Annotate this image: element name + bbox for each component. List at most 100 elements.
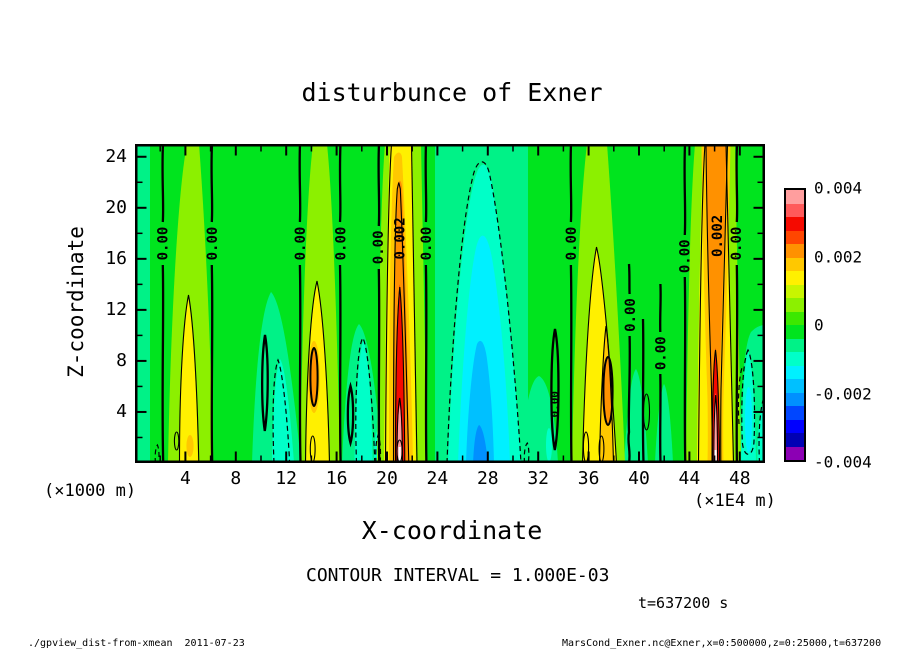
colorbar-band bbox=[786, 257, 804, 271]
contour-label: 0.00 bbox=[548, 391, 561, 418]
contour-graphic bbox=[298, 143, 302, 464]
contour-graphic bbox=[569, 143, 573, 464]
x-axis-title: X-coordinate bbox=[361, 516, 543, 545]
contour-graphic bbox=[398, 447, 401, 463]
contour-graphic bbox=[397, 405, 403, 463]
field-fills bbox=[135, 144, 765, 463]
colorbar-bands bbox=[784, 188, 806, 462]
x-tick-label: 44 bbox=[678, 468, 701, 489]
colorbar-band bbox=[786, 271, 804, 285]
contour-graphic bbox=[523, 441, 530, 464]
contour-graphic bbox=[354, 341, 373, 463]
contour-graphic bbox=[309, 347, 319, 407]
contour-graphic bbox=[627, 263, 631, 464]
x-tick-label: 16 bbox=[325, 468, 348, 489]
contour-graphic bbox=[713, 394, 719, 464]
colorbar-band bbox=[786, 338, 804, 352]
x-tick-label: 36 bbox=[577, 468, 600, 489]
command-footer: ./gpview_dist-from-xmean 2011-07-23 bbox=[28, 638, 245, 649]
plot-area: 0.00 0.00 0.00 0.00 0.00 0.002 0.00 0.00 0.00 0.0… bbox=[135, 143, 766, 464]
contour-graphic bbox=[720, 143, 729, 464]
page-title: disturbunce of Exner bbox=[301, 78, 603, 107]
contour-line-labels: 0.00 0.00 0.00 0.00 0.00 0.002 0.00 0.00 0.00 0.0… bbox=[156, 215, 745, 418]
contour-label: 0.00 bbox=[419, 227, 435, 261]
contour-graphic bbox=[396, 397, 404, 464]
y-axis-unit: (×1000 m) bbox=[44, 481, 137, 501]
contour-graphic bbox=[178, 294, 200, 464]
contour-graphic bbox=[598, 325, 615, 464]
contour-graphic bbox=[706, 144, 727, 463]
contour-graphic bbox=[446, 161, 522, 464]
contour-graphic bbox=[173, 431, 180, 451]
contour-graphic bbox=[375, 433, 382, 464]
colorbar-band bbox=[786, 325, 804, 339]
contour-label: 0.00 bbox=[293, 227, 309, 261]
colorbar-band bbox=[786, 230, 804, 244]
x-tick-label: 8 bbox=[230, 468, 242, 489]
contour-label: 0.002 bbox=[393, 217, 409, 259]
contour-graphic bbox=[410, 143, 418, 464]
contour-graphic bbox=[346, 381, 355, 448]
colorbar-band bbox=[786, 379, 804, 393]
contour-graphic bbox=[697, 143, 706, 464]
contour-graphic bbox=[261, 334, 269, 432]
contour-label: 0.00 bbox=[623, 298, 639, 332]
contour-interval-note: CONTOUR INTERVAL = 1.000E-03 bbox=[306, 565, 610, 586]
x-tick-label: 48 bbox=[728, 468, 751, 489]
colorbar-band bbox=[786, 203, 804, 217]
contour-graphic bbox=[466, 340, 494, 463]
x-tick-label: 12 bbox=[275, 468, 298, 489]
thick-contour-lines bbox=[161, 143, 739, 464]
datasource-footer: MarsCond_Exner.nc@Exner,x=0:500000,z=0:2… bbox=[562, 638, 882, 649]
contour-label: 0.00 bbox=[333, 227, 349, 261]
contour-label: 0.00 bbox=[156, 227, 172, 261]
axis-ticks bbox=[137, 146, 763, 461]
contour-graphic bbox=[725, 143, 735, 464]
contour-graphic bbox=[546, 428, 552, 462]
y-tick-label: 24 bbox=[105, 145, 127, 167]
y-tick-label: 12 bbox=[105, 298, 127, 320]
contour-label: 0.00 bbox=[653, 336, 669, 370]
contour-graphic bbox=[735, 143, 739, 464]
contour-graphic bbox=[550, 328, 560, 451]
colorbar-band bbox=[786, 406, 804, 420]
colorbar-band bbox=[786, 352, 804, 366]
contour-label: 0.00 bbox=[729, 227, 745, 261]
colorbar-band bbox=[786, 392, 804, 406]
colorbar-tick-label: -0.002 bbox=[814, 384, 872, 403]
x-tick-label: 20 bbox=[376, 468, 398, 489]
contour-graphic bbox=[711, 349, 721, 464]
colorbar-band bbox=[786, 311, 804, 325]
contour-graphic bbox=[424, 143, 428, 464]
contour-graphic bbox=[272, 358, 291, 464]
mint-left-edge bbox=[135, 144, 150, 463]
colorbar-band bbox=[786, 365, 804, 379]
colorbar-band bbox=[786, 284, 804, 298]
y-tick-label: 8 bbox=[116, 349, 127, 371]
colorbar-tick-label: 0.004 bbox=[814, 178, 863, 198]
colorbar-band bbox=[786, 244, 804, 258]
plot-frame bbox=[135, 144, 765, 463]
contour-plot-canvas: 0.00 0.00 0.00 0.00 0.00 0.002 0.00 0.00 0.00 0.0… bbox=[135, 143, 766, 464]
contour-graphic bbox=[384, 143, 393, 464]
contour-graphic bbox=[186, 435, 194, 457]
x-tick-label: 24 bbox=[426, 468, 449, 489]
contour-graphic bbox=[392, 182, 410, 464]
colorbar-tick-label: 0.002 bbox=[814, 247, 863, 266]
y-tick-label: 4 bbox=[116, 400, 127, 422]
contour-label: 0.00 bbox=[677, 239, 693, 273]
contour-graphic bbox=[714, 450, 717, 463]
contour-graphic bbox=[473, 425, 488, 463]
contour-graphic bbox=[161, 143, 165, 464]
contour-graphic bbox=[154, 443, 160, 464]
colorbar-band bbox=[786, 217, 804, 231]
thin-contour-lines bbox=[173, 143, 735, 464]
contour-graphic bbox=[210, 143, 214, 464]
contour-graphic bbox=[338, 143, 342, 464]
contour-graphic bbox=[744, 387, 753, 453]
contour-graphic bbox=[168, 144, 213, 463]
colorbar-tick-label: 0 bbox=[814, 315, 824, 335]
time-annotation: t=637200 s bbox=[638, 594, 729, 612]
x-tick-label: 32 bbox=[527, 468, 550, 489]
